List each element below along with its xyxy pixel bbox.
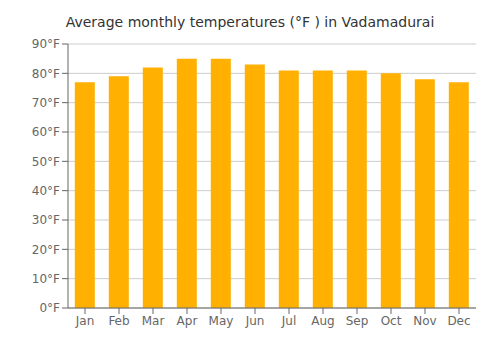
svg-text:Dec: Dec	[447, 314, 470, 328]
svg-text:40°F: 40°F	[32, 184, 60, 198]
svg-text:70°F: 70°F	[32, 96, 60, 110]
svg-text:May: May	[209, 314, 234, 328]
svg-text:Apr: Apr	[177, 314, 198, 328]
svg-text:Feb: Feb	[108, 314, 129, 328]
svg-text:Mar: Mar	[142, 314, 165, 328]
svg-text:90°F: 90°F	[32, 37, 60, 51]
svg-text:Oct: Oct	[381, 314, 402, 328]
svg-text:Jan: Jan	[75, 314, 95, 328]
svg-text:30°F: 30°F	[32, 213, 60, 227]
svg-text:0°F: 0°F	[39, 301, 60, 315]
svg-text:Sep: Sep	[346, 314, 369, 328]
svg-text:Jun: Jun	[245, 314, 265, 328]
svg-text:20°F: 20°F	[32, 243, 60, 257]
svg-text:Nov: Nov	[413, 314, 436, 328]
svg-text:60°F: 60°F	[32, 125, 60, 139]
svg-text:Jul: Jul	[281, 314, 296, 328]
svg-text:Aug: Aug	[311, 314, 334, 328]
svg-text:50°F: 50°F	[32, 155, 60, 169]
html-text:Average monthly temperatures (: Average monthly temperatures (°F ) in Va…	[65, 14, 435, 30]
svg-text:80°F: 80°F	[32, 67, 60, 81]
svg-text:10°F: 10°F	[32, 272, 60, 286]
